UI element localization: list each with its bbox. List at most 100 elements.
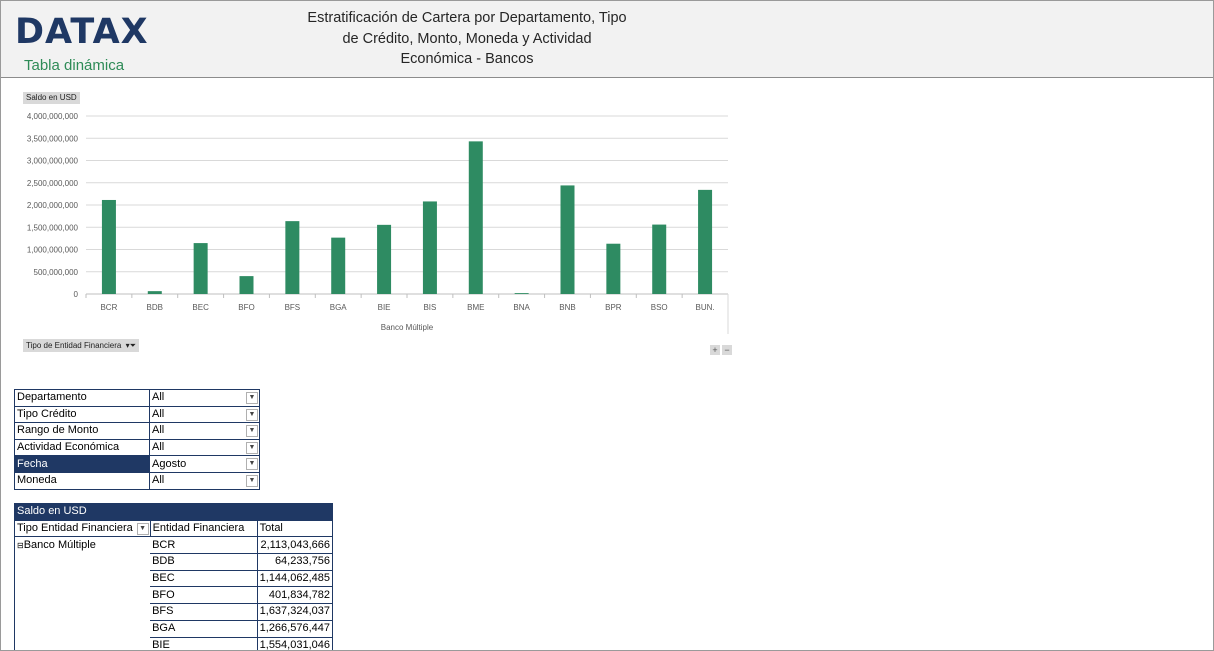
collapse-icon[interactable]: ⊟ — [17, 540, 24, 550]
pivot-table: Saldo en USD Tipo Entidad Financiera ▼ En… — [14, 503, 334, 650]
column-header-tipo[interactable]: Tipo Entidad Financiera ▼ — [14, 520, 151, 538]
x-tick-label: BNB — [559, 303, 575, 312]
column-header-total: Total — [257, 520, 334, 538]
bar-bna — [514, 293, 529, 294]
group-cell — [14, 570, 151, 587]
table-row: BEC 1,144,062,485 — [14, 570, 334, 588]
group-cell — [14, 553, 151, 571]
bar-bso — [652, 224, 667, 294]
chart-filter-field-button[interactable]: Tipo de Entidad Financiera ▾⏷ — [23, 339, 139, 352]
pivot-column-headers: Tipo Entidad Financiera ▼ Entidad Financi… — [14, 520, 334, 538]
bar-bga — [331, 237, 346, 294]
group-label: Banco Múltiple — [23, 538, 96, 551]
table-row: BIE 1,554,031,046 — [14, 637, 334, 650]
filter-row: Rango de Monto All ▼ — [14, 422, 260, 440]
total-cell: 1,637,324,037 — [257, 603, 334, 621]
filter-label: Actividad Económica — [14, 438, 150, 457]
filter-value: All — [152, 474, 165, 487]
filter-value: Agosto — [152, 457, 187, 470]
dropdown-arrow-icon[interactable]: ▼ — [246, 392, 258, 404]
filter-row: Departamento All ▼ — [14, 389, 260, 407]
y-tick-label: 4,000,000,000 — [27, 112, 79, 121]
x-tick-label: BME — [467, 303, 484, 312]
header: DATAX Tabla dinámica Estratificación de … — [1, 1, 1213, 78]
entity-cell: BDB — [150, 553, 258, 571]
entity-cell: BEC — [150, 570, 258, 588]
dropdown-arrow-icon[interactable]: ▼ — [246, 425, 258, 438]
x-tick-label: BUN. — [696, 303, 715, 312]
filter-value: All — [152, 441, 165, 454]
bar-bdb — [147, 291, 162, 294]
filter-label: Fecha — [14, 455, 150, 473]
filter-row-selected: Fecha Agosto ▼ — [14, 455, 260, 473]
y-tick-label: 2,000,000,000 — [27, 201, 79, 210]
y-tick-label: 2,500,000,000 — [27, 179, 79, 188]
total-cell: 401,834,782 — [257, 586, 334, 605]
y-tick-label: 3,500,000,000 — [27, 134, 79, 143]
group-cell: ⊟Banco Múltiple — [14, 536, 151, 554]
total-cell: 1,266,576,447 — [257, 620, 334, 638]
x-axis-label: Banco Múltiple — [381, 323, 434, 332]
total-cell: 2,113,043,666 — [257, 536, 334, 555]
filter-row: Actividad Económica All ▼ — [14, 438, 260, 457]
expand-button[interactable]: + — [710, 345, 720, 355]
filter-value-cell[interactable]: All ▼ — [149, 471, 260, 490]
table-row: BGA 1,266,576,447 — [14, 620, 334, 638]
filter-value: All — [152, 424, 165, 437]
bar-bfo — [239, 276, 254, 294]
bar-bie — [377, 224, 392, 294]
filter-label: Rango de Monto — [14, 422, 150, 440]
entity-cell: BGA — [150, 620, 258, 638]
title-line: Estratificación de Cartera por Departame… — [307, 10, 627, 26]
group-cell — [14, 637, 151, 650]
x-tick-label: BCR — [100, 303, 117, 312]
title-line: Económica - Bancos — [400, 51, 534, 67]
bar-bme — [468, 141, 483, 294]
filter-label: Departamento — [14, 389, 150, 407]
pivot-value-header: Saldo en USD — [14, 503, 333, 521]
filter-value-cell[interactable]: All ▼ — [149, 422, 260, 440]
filter-label: Tipo Crédito — [14, 405, 150, 424]
total-cell: 1,554,031,046 — [257, 637, 334, 650]
filter-funnel-icon[interactable]: ▼ — [246, 458, 258, 471]
filter-value-cell[interactable]: All ▼ — [149, 438, 260, 457]
pivot-filters: Departamento All ▼ Tipo Crédito All ▼ Rang… — [14, 389, 260, 490]
dropdown-arrow-icon[interactable]: ▼ — [246, 441, 258, 454]
x-tick-label: BDB — [147, 303, 163, 312]
column-header-entidad: Entidad Financiera — [150, 520, 258, 538]
dropdown-arrow-icon[interactable]: ▼ — [246, 408, 258, 421]
filter-value-cell[interactable]: Agosto ▼ — [149, 455, 260, 473]
filter-funnel-icon: ▾⏷ — [125, 341, 136, 350]
y-tick-label: 1,500,000,000 — [27, 223, 79, 232]
bar-bcr — [101, 199, 116, 294]
bar-bpr — [606, 243, 621, 294]
chart-value-field-button[interactable]: Saldo en USD — [23, 92, 80, 104]
filter-row: Tipo Crédito All ▼ — [14, 405, 260, 424]
filter-value-cell[interactable]: All ▼ — [149, 389, 260, 407]
logo-subtitle: Tabla dinámica — [24, 57, 125, 74]
table-row: ⊟Banco Múltiple BCR 2,113,043,666 — [14, 536, 334, 555]
dropdown-arrow-icon[interactable]: ▼ — [246, 474, 258, 487]
table-row: BFS 1,637,324,037 — [14, 603, 334, 621]
y-tick-label: 0 — [74, 290, 79, 299]
table-row: BDB 64,233,756 — [14, 553, 334, 571]
x-tick-label: BIE — [378, 303, 391, 312]
title-line: de Crédito, Monto, Moneda y Actividad — [342, 30, 592, 47]
pivot-value-header-row: Saldo en USD — [14, 503, 333, 521]
bar-bfs — [285, 221, 300, 294]
filter-funnel-icon[interactable]: ▼ — [136, 522, 149, 535]
x-tick-label: BIS — [423, 303, 436, 312]
entity-cell: BIE — [150, 637, 258, 650]
x-tick-label: BNA — [513, 303, 530, 312]
bar-bis — [422, 201, 437, 294]
filter-value-cell[interactable]: All ▼ — [149, 405, 260, 424]
bar-bun — [698, 189, 713, 294]
collapse-button[interactable]: − — [722, 345, 732, 355]
y-tick-label: 3,000,000,000 — [27, 157, 79, 166]
group-cell — [14, 620, 151, 637]
total-cell: 64,233,756 — [257, 553, 334, 571]
logo: DATAX — [15, 12, 149, 52]
entity-cell: BCR — [150, 536, 258, 555]
y-tick-label: 500,000,000 — [34, 268, 79, 277]
entity-cell: BFS — [150, 603, 258, 621]
